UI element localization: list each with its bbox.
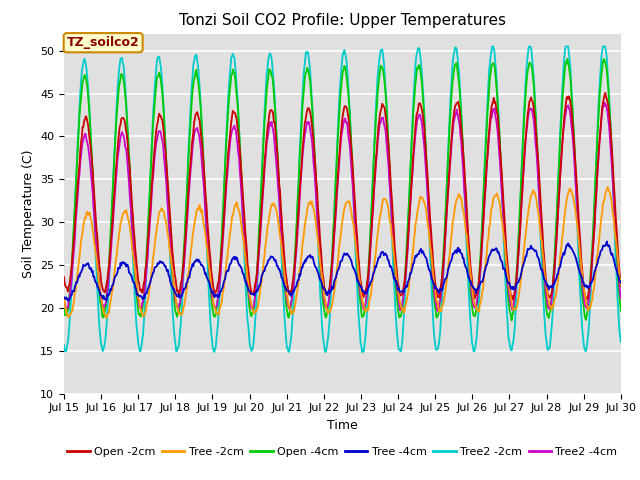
Tree -2cm	[128, 245, 136, 251]
Tree2 -4cm	[127, 215, 135, 220]
Tree2 -4cm	[60, 296, 68, 302]
Open -4cm	[184, 166, 192, 171]
Line: Tree2 -2cm: Tree2 -2cm	[64, 47, 621, 352]
Line: Open -4cm: Open -4cm	[64, 59, 621, 321]
Tree -4cm	[71, 284, 79, 290]
Tree2 -2cm	[617, 339, 625, 345]
Tree -4cm	[128, 276, 136, 282]
Open -2cm	[214, 284, 221, 289]
Tree2 -4cm	[426, 236, 434, 242]
Tree2 -4cm	[601, 100, 609, 106]
Tree2 -4cm	[184, 207, 192, 213]
Open -4cm	[617, 308, 625, 314]
Open -4cm	[60, 306, 68, 312]
Open -2cm	[70, 235, 78, 240]
Tree -4cm	[185, 275, 193, 280]
Line: Open -2cm: Open -2cm	[64, 93, 621, 300]
Tree -4cm	[411, 255, 419, 261]
Tree2 -2cm	[214, 327, 221, 333]
Tree2 -2cm	[488, 44, 496, 49]
Open -4cm	[508, 318, 515, 324]
Tree -2cm	[60, 296, 68, 301]
Open -4cm	[127, 199, 135, 204]
Tree -2cm	[70, 298, 78, 304]
Line: Tree -4cm: Tree -4cm	[64, 241, 621, 300]
Legend: Open -2cm, Tree -2cm, Open -4cm, Tree -4cm, Tree2 -2cm, Tree2 -4cm: Open -2cm, Tree -2cm, Open -4cm, Tree -4…	[63, 443, 622, 461]
Open -2cm	[127, 191, 135, 197]
Line: Tree2 -4cm: Tree2 -4cm	[64, 103, 621, 311]
Open -2cm	[426, 218, 434, 224]
Tree2 -4cm	[410, 147, 418, 153]
Open -2cm	[184, 198, 192, 204]
Tree2 -2cm	[184, 164, 192, 170]
Tree -2cm	[411, 230, 419, 236]
Tree2 -2cm	[70, 225, 78, 230]
Tree -4cm	[214, 294, 222, 300]
Open -2cm	[410, 141, 418, 147]
X-axis label: Time: Time	[327, 419, 358, 432]
Open -4cm	[564, 56, 572, 62]
Open -2cm	[60, 274, 68, 280]
Open -4cm	[426, 237, 434, 243]
Open -2cm	[617, 283, 625, 289]
Y-axis label: Soil Temperature (C): Soil Temperature (C)	[22, 149, 35, 278]
Tree2 -2cm	[127, 216, 135, 222]
Line: Tree -2cm: Tree -2cm	[64, 187, 621, 318]
Tree -2cm	[103, 315, 111, 321]
Tree -2cm	[617, 282, 625, 288]
Text: TZ_soilco2: TZ_soilco2	[67, 36, 140, 49]
Tree -4cm	[428, 273, 435, 278]
Tree2 -2cm	[411, 73, 419, 79]
Tree2 -4cm	[214, 300, 221, 306]
Tree -2cm	[185, 270, 193, 276]
Open -4cm	[410, 100, 418, 106]
Open -2cm	[602, 90, 609, 96]
Tree2 -4cm	[617, 295, 625, 301]
Tree2 -4cm	[434, 308, 442, 314]
Open -4cm	[70, 217, 78, 223]
Tree -2cm	[428, 249, 435, 255]
Tree -2cm	[604, 184, 611, 190]
Tree -4cm	[64, 298, 72, 303]
Tree -4cm	[60, 294, 68, 300]
Tree -2cm	[214, 311, 222, 317]
Tree -4cm	[603, 239, 611, 244]
Tree2 -2cm	[358, 349, 366, 355]
Tree2 -2cm	[60, 342, 68, 348]
Tree -4cm	[617, 280, 625, 286]
Tree2 -4cm	[70, 246, 78, 252]
Open -4cm	[214, 300, 221, 306]
Tree2 -2cm	[428, 276, 435, 282]
Open -2cm	[509, 297, 517, 302]
Title: Tonzi Soil CO2 Profile: Upper Temperatures: Tonzi Soil CO2 Profile: Upper Temperatur…	[179, 13, 506, 28]
